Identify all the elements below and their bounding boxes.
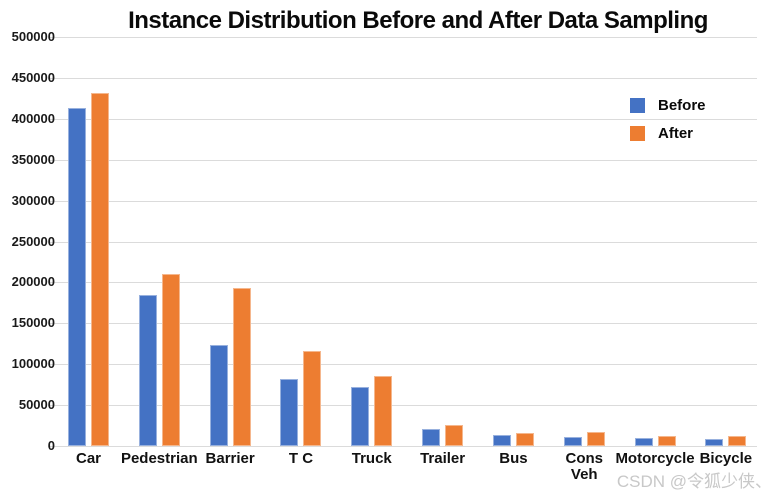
x-label-car: Car: [75, 450, 101, 467]
csdn-watermark: CSDN @令狐少侠、: [616, 472, 772, 491]
bar-before-truck: [351, 387, 370, 446]
x-label-cons-veh: Cons Veh: [565, 450, 603, 483]
gridline-100000: [48, 364, 757, 366]
x-label-motorcycle: Motorcycle: [615, 450, 695, 467]
gridline-400000: [48, 118, 757, 120]
x-label-bicycle: Bicycle: [699, 450, 753, 467]
gridline-500000: [48, 37, 757, 38]
before-color-swatch: [630, 97, 645, 113]
x-label-t-c: T C: [288, 450, 314, 467]
y-tick-150000: 150000: [11, 315, 55, 331]
gridline-200000: [48, 282, 757, 284]
x-label-barrier: Barrier: [205, 450, 255, 467]
y-tick-100000: 100000: [11, 356, 55, 372]
bar-before-t-c: [280, 378, 299, 446]
bar-after-cons-veh: [586, 431, 605, 446]
x-label-trailer: Trailer: [420, 450, 466, 467]
y-tick-0: 0: [47, 438, 55, 453]
bar-after-t-c: [303, 351, 322, 446]
legend-item-before: Before: [630, 95, 706, 115]
gridline-0: [48, 446, 757, 447]
y-tick-450000: 450000: [11, 69, 55, 85]
y-tick-300000: 300000: [11, 192, 55, 208]
y-tick-350000: 350000: [11, 151, 55, 167]
bar-after-car: [91, 92, 109, 446]
y-tick-200000: 200000: [11, 274, 55, 290]
bar-before-barrier: [209, 344, 228, 446]
x-label-bus: Bus: [499, 450, 528, 467]
y-tick-500000: 500000: [11, 29, 55, 44]
gridline-50000: [48, 405, 757, 407]
after-color-swatch: [630, 125, 645, 141]
y-tick-250000: 250000: [11, 233, 55, 249]
bar-before-cons-veh: [563, 436, 582, 446]
gridline-250000: [48, 241, 757, 243]
bar-before-pedestrian: [138, 294, 157, 446]
gridline-450000: [48, 77, 757, 79]
bar-before-trailer: [422, 428, 441, 446]
bar-before-bus: [492, 435, 511, 446]
gridline-350000: [48, 159, 757, 161]
gridline-300000: [48, 200, 757, 202]
legend-label-after: After: [658, 124, 694, 142]
gridline-150000: [48, 323, 757, 325]
bar-before-motorcycle: [634, 438, 653, 446]
bar-after-motorcycle: [657, 436, 676, 446]
bar-after-truck: [374, 376, 393, 446]
chart-title: Instance Distribution Before and After D…: [128, 7, 708, 34]
legend: Before After: [630, 95, 706, 151]
bar-after-trailer: [445, 424, 464, 446]
bar-before-car: [68, 108, 86, 446]
bar-after-bicycle: [728, 435, 747, 446]
legend-item-after: After: [630, 123, 706, 143]
bar-before-bicycle: [705, 439, 724, 446]
bar-after-bus: [515, 433, 534, 446]
x-label-pedestrian: Pedestrian: [120, 450, 198, 467]
y-tick-50000: 50000: [18, 397, 55, 413]
bar-after-barrier: [232, 288, 251, 446]
bar-after-pedestrian: [161, 274, 180, 446]
legend-label-before: Before: [658, 96, 706, 114]
x-label-truck: Truck: [351, 450, 392, 467]
y-tick-400000: 400000: [11, 110, 55, 126]
